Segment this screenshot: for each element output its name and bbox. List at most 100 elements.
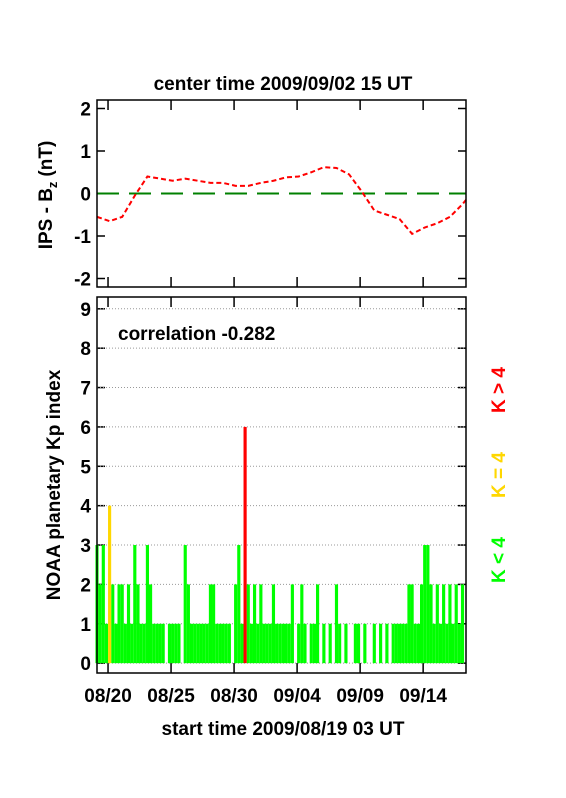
kp-bar bbox=[416, 623, 420, 664]
kp-bar bbox=[413, 623, 417, 664]
kp-bar bbox=[205, 623, 209, 664]
kp-bar bbox=[303, 623, 307, 664]
kp-bar bbox=[429, 584, 433, 664]
kp-bar bbox=[457, 623, 461, 664]
kp-bar bbox=[193, 623, 197, 664]
legend-entry: K < 4 bbox=[489, 537, 510, 583]
y-tick-label: 1 bbox=[80, 142, 91, 163]
kp-bar bbox=[155, 623, 159, 664]
kp-bar bbox=[404, 623, 408, 664]
kp-bar bbox=[234, 584, 238, 664]
y-tick-label: 5 bbox=[80, 457, 91, 478]
kp-bar bbox=[111, 584, 115, 664]
kp-bar bbox=[142, 623, 146, 664]
y-tick-label: 0 bbox=[80, 654, 91, 675]
kp-bar bbox=[221, 623, 225, 664]
kp-bar bbox=[356, 623, 361, 664]
kp-bar bbox=[397, 623, 402, 664]
kp-bar bbox=[448, 584, 452, 664]
x-tick-label: 09/14 bbox=[399, 686, 447, 707]
kp-bar bbox=[372, 623, 376, 664]
x-tick-label: 08/30 bbox=[210, 686, 258, 707]
kp-bar bbox=[123, 623, 127, 664]
y-tick-label: 4 bbox=[80, 497, 91, 518]
kp-bar bbox=[287, 623, 291, 664]
kp-bar bbox=[262, 623, 266, 664]
top-title: center time 2009/09/02 15 UT bbox=[154, 74, 413, 95]
kp-bar bbox=[174, 623, 178, 664]
kp-bar bbox=[454, 584, 458, 664]
kp-bar bbox=[407, 584, 411, 664]
kp-bar bbox=[133, 545, 137, 664]
x-tick-label: 09/04 bbox=[273, 686, 321, 707]
y-tick-label: 0 bbox=[80, 185, 91, 206]
kp-bar bbox=[438, 623, 443, 664]
kp-bar bbox=[401, 623, 405, 664]
kp-bar bbox=[300, 584, 304, 664]
kp-bar bbox=[145, 545, 149, 664]
kp-bar bbox=[379, 623, 383, 664]
kp-bar bbox=[328, 623, 332, 664]
kp-bar bbox=[148, 584, 153, 664]
kp-bar bbox=[322, 623, 326, 664]
top-y-label: IPS - Bz (nT) bbox=[36, 141, 60, 250]
kp-bar bbox=[445, 623, 449, 664]
kp-bar bbox=[256, 623, 260, 664]
x-tick-label: 08/25 bbox=[147, 686, 195, 707]
kp-bar bbox=[432, 623, 436, 664]
kp-bar bbox=[101, 545, 105, 664]
kp-bar bbox=[218, 623, 222, 664]
kp-bar bbox=[114, 623, 118, 664]
kp-bar bbox=[136, 584, 140, 664]
kp-bar bbox=[117, 584, 121, 664]
y-tick-label: 7 bbox=[80, 379, 91, 400]
kp-bar bbox=[196, 623, 200, 664]
kp-bar bbox=[423, 545, 427, 664]
kp-bar bbox=[442, 584, 446, 664]
kp-bar bbox=[451, 623, 455, 664]
kp-bar bbox=[240, 623, 244, 664]
kp-bar bbox=[460, 584, 465, 664]
x-tick-label: 08/20 bbox=[84, 686, 132, 707]
kp-bar bbox=[130, 623, 134, 664]
kp-bar bbox=[237, 545, 241, 664]
y-tick-label: 2 bbox=[80, 575, 91, 596]
y-label-unit: (nT) bbox=[36, 141, 57, 177]
x-label: start time 2009/08/19 03 UT bbox=[162, 719, 405, 740]
kp-bar bbox=[215, 623, 219, 664]
annotation: correlation -0.282 bbox=[118, 324, 275, 345]
kp-bar bbox=[391, 623, 395, 664]
kp-bar bbox=[126, 584, 131, 664]
kp-bar bbox=[243, 426, 247, 664]
legend-entry: K = 4 bbox=[489, 452, 510, 498]
kp-bar bbox=[171, 623, 175, 664]
y-tick-label: 3 bbox=[80, 536, 91, 557]
kp-bar bbox=[316, 584, 320, 664]
y-label-text: IPS - B bbox=[36, 188, 57, 249]
kp-bar bbox=[183, 545, 187, 664]
kp-bar bbox=[312, 623, 317, 664]
kp-bar bbox=[344, 623, 348, 664]
kp-bar bbox=[108, 505, 112, 664]
kp-bar bbox=[353, 623, 357, 664]
kp-bar bbox=[265, 623, 269, 664]
kp-bar bbox=[271, 584, 276, 664]
kp-bar bbox=[158, 623, 162, 664]
kp-bar bbox=[275, 623, 279, 664]
y-label: NOAA planetary Kp index bbox=[44, 369, 65, 600]
kp-bar bbox=[177, 623, 181, 664]
kp-bar bbox=[435, 584, 439, 664]
kp-bar bbox=[104, 623, 109, 664]
kp-bar bbox=[334, 584, 339, 664]
kp-bar bbox=[139, 623, 143, 664]
kp-bar bbox=[363, 623, 367, 664]
x-tick-label: 09/09 bbox=[336, 686, 384, 707]
kp-bar bbox=[98, 584, 102, 664]
kp-bar bbox=[410, 584, 414, 664]
kp-bar bbox=[278, 623, 282, 664]
kp-bar bbox=[419, 584, 424, 664]
kp-bar bbox=[189, 623, 194, 664]
kp-bar bbox=[281, 623, 285, 664]
bz-line bbox=[96, 166, 467, 236]
kp-bar bbox=[186, 584, 190, 664]
